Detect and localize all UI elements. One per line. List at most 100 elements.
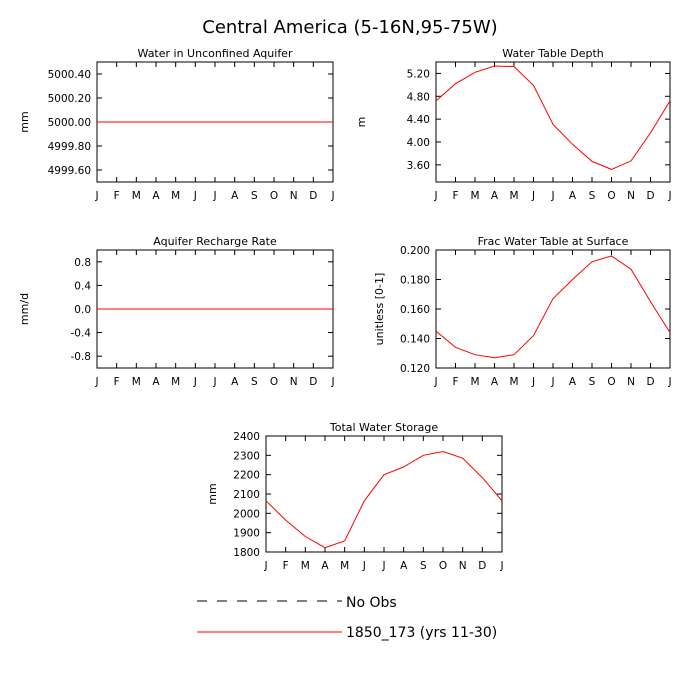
x-tick-label: D — [309, 190, 317, 202]
y-tick-label: 2200 — [233, 470, 260, 482]
y-tick-label: 0.140 — [400, 334, 430, 346]
x-tick-label: N — [290, 190, 298, 202]
legend-label-no-obs: No Obs — [346, 595, 397, 611]
panel-title: Water in Unconfined Aquifer — [138, 47, 293, 60]
x-tick-label: O — [439, 560, 447, 572]
legend-label-model: 1850_173 (yrs 11-30) — [346, 625, 497, 641]
y-tick-label: 4999.60 — [48, 165, 91, 177]
main-title: Central America (5-16N,95-75W) — [202, 17, 497, 38]
y-tick-label: 4.80 — [407, 91, 430, 103]
x-tick-label: A — [491, 190, 499, 202]
x-tick-label: S — [251, 376, 258, 388]
x-tick-label: A — [321, 560, 329, 572]
x-tick-label: J — [531, 376, 535, 388]
y-tick-label: 0.8 — [74, 257, 91, 269]
y-tick-label: -0.4 — [71, 328, 92, 340]
x-tick-label: J — [263, 560, 267, 572]
x-tick-label: F — [452, 376, 458, 388]
x-tick-label: M — [171, 190, 180, 202]
x-tick-label: O — [270, 376, 278, 388]
series-line-model — [435, 255, 671, 359]
y-tick-label: 1800 — [233, 547, 260, 559]
y-tick-label: 0.180 — [400, 275, 430, 287]
x-tick-label: J — [381, 560, 385, 572]
plot-frame — [435, 249, 671, 369]
x-tick-label: A — [231, 190, 239, 202]
x-tick-label: S — [589, 376, 596, 388]
x-tick-label: J — [94, 190, 98, 202]
x-tick-label: S — [589, 190, 596, 202]
x-tick-label: J — [330, 376, 334, 388]
y-tick-label: 2300 — [233, 450, 260, 462]
y-tick-label: 1900 — [233, 528, 260, 540]
y-tick-label: 4.40 — [407, 114, 430, 126]
x-tick-label: N — [459, 560, 467, 572]
plot-frame — [265, 435, 503, 553]
x-tick-label: J — [362, 560, 366, 572]
x-tick-label: M — [132, 190, 141, 202]
x-tick-label: A — [152, 376, 160, 388]
y-tick-label: 0.200 — [400, 245, 430, 257]
x-tick-label: J — [212, 190, 216, 202]
x-tick-label: J — [667, 190, 671, 202]
panel-title: Frac Water Table at Surface — [478, 235, 629, 248]
y-tick-label: 5000.20 — [48, 93, 91, 105]
x-tick-label: D — [478, 560, 486, 572]
x-tick-label: J — [531, 190, 535, 202]
x-tick-label: N — [627, 190, 635, 202]
y-axis-label: unitless [0-1] — [373, 273, 386, 346]
y-axis-label: mm/d — [18, 293, 31, 325]
x-tick-label: J — [433, 376, 437, 388]
x-tick-label: D — [309, 376, 317, 388]
x-tick-label: M — [509, 376, 518, 388]
x-tick-label: M — [470, 190, 479, 202]
x-tick-label: J — [550, 376, 554, 388]
y-tick-label: -0.8 — [71, 351, 92, 363]
x-tick-label: F — [283, 560, 289, 572]
panel-title: Total Water Storage — [329, 421, 438, 434]
y-tick-label: 5000.40 — [48, 69, 91, 81]
y-tick-label: 2400 — [233, 431, 260, 443]
x-tick-label: J — [550, 190, 554, 202]
x-tick-label: M — [470, 376, 479, 388]
x-tick-label: O — [607, 376, 615, 388]
panel-title: Water Table Depth — [502, 47, 603, 60]
x-tick-label: J — [667, 376, 671, 388]
x-tick-label: A — [231, 376, 239, 388]
y-axis-label: m — [355, 117, 368, 128]
x-tick-label: N — [290, 376, 298, 388]
x-tick-label: F — [114, 376, 120, 388]
x-tick-label: J — [94, 376, 98, 388]
x-tick-label: J — [212, 376, 216, 388]
x-tick-label: M — [132, 376, 141, 388]
plot-frame — [435, 61, 671, 183]
x-tick-label: M — [171, 376, 180, 388]
y-axis-label: mm — [206, 483, 219, 504]
x-tick-label: J — [433, 190, 437, 202]
x-tick-label: A — [400, 560, 408, 572]
x-tick-label: A — [569, 376, 577, 388]
x-tick-label: J — [330, 190, 334, 202]
x-tick-label: N — [627, 376, 635, 388]
series-line-model — [435, 65, 671, 170]
x-tick-label: O — [270, 190, 278, 202]
x-tick-label: A — [569, 190, 577, 202]
y-tick-label: 5000.00 — [48, 117, 91, 129]
legend: No Obs 1850_173 (yrs 11-30) — [197, 595, 497, 641]
y-tick-label: 0.120 — [400, 363, 430, 375]
x-tick-label: J — [193, 190, 197, 202]
x-tick-label: J — [499, 560, 503, 572]
x-tick-label: M — [509, 190, 518, 202]
x-tick-label: F — [452, 190, 458, 202]
x-tick-label: S — [420, 560, 427, 572]
y-axis-label: mm — [18, 111, 31, 132]
x-tick-label: D — [646, 190, 654, 202]
y-tick-label: 5.20 — [407, 68, 430, 80]
x-tick-label: A — [491, 376, 499, 388]
x-tick-label: O — [607, 190, 615, 202]
y-tick-label: 4999.80 — [48, 141, 91, 153]
